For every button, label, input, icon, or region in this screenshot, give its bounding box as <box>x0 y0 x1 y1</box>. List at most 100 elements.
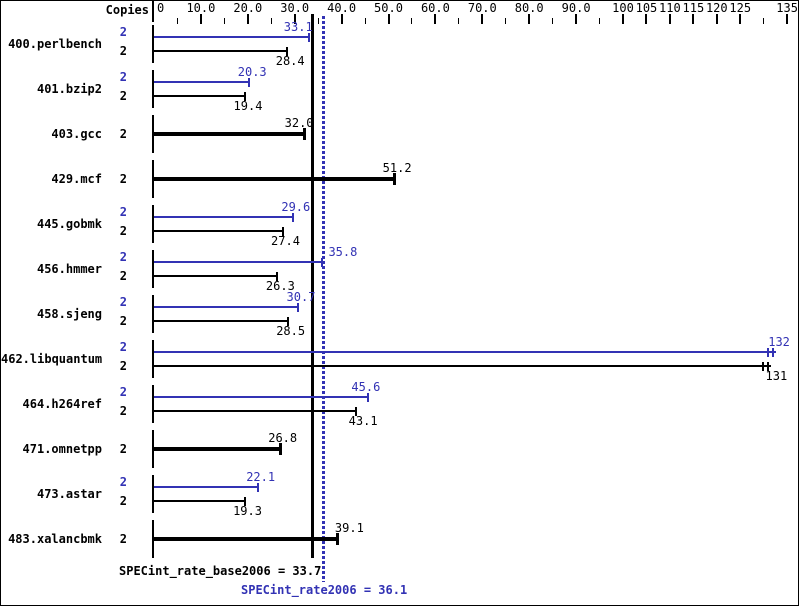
copies-value: 2 <box>119 44 127 58</box>
bar-peak <box>154 36 310 38</box>
row-axis-segment <box>152 25 154 63</box>
row-axis-segment <box>152 250 154 288</box>
benchmark-label: 471.omnetpp <box>22 442 102 456</box>
bar-end-cap <box>366 393 369 402</box>
axis-major-tick <box>340 14 343 24</box>
bar-peak <box>154 216 293 218</box>
benchmark-label: 403.gcc <box>51 127 102 141</box>
copies-value: 2 <box>119 172 127 186</box>
axis-major-tick <box>434 14 437 24</box>
bar-value-label: 26.8 <box>268 431 298 445</box>
copies-value: 2 <box>119 442 127 456</box>
axis-major-tick <box>786 14 789 24</box>
axis-minor-tick <box>223 18 225 24</box>
axis-minor-tick <box>270 18 272 24</box>
bar-base-single <box>154 537 338 541</box>
bar-value-label: 45.6 <box>351 380 381 394</box>
bar-end-cap <box>767 348 770 357</box>
bar-end-cap <box>243 497 246 506</box>
bar-value-label: 35.8 <box>328 245 358 259</box>
axis-tick-label: 70.0 <box>467 1 497 15</box>
bar-end-cap <box>281 227 284 236</box>
benchmark-label: 483.xalancbmk <box>8 532 102 546</box>
bar-base <box>154 365 772 367</box>
copies-value: 2 <box>119 250 127 264</box>
copies-value: 2 <box>119 494 127 508</box>
bar-value-label: 19.3 <box>233 504 262 518</box>
copies-value: 2 <box>119 340 127 354</box>
axis-major-tick <box>293 14 296 24</box>
copies-value: 2 <box>119 295 127 309</box>
row-axis-segment <box>152 430 154 468</box>
axis-tick-label: 20.0 <box>233 1 263 15</box>
copies-value: 2 <box>119 70 127 84</box>
copies-value: 2 <box>119 359 127 373</box>
axis-minor-tick <box>599 18 601 24</box>
copies-value: 2 <box>119 205 127 219</box>
axis-minor-tick <box>458 18 460 24</box>
row-axis-segment <box>152 475 154 513</box>
bar-base <box>154 275 278 277</box>
axis-minor-tick <box>552 18 554 24</box>
bar-end-cap <box>276 272 279 281</box>
bar-base <box>154 410 357 412</box>
axis-tick-label: 0 <box>157 1 165 15</box>
axis-major-tick <box>528 14 531 24</box>
bar-value-label: 32.0 <box>284 116 314 130</box>
bar-end-cap <box>320 258 323 267</box>
bar-base-single <box>154 447 280 451</box>
row-axis-segment <box>152 160 154 198</box>
axis-tick-label: 80.0 <box>514 1 544 15</box>
axis-tick-label: 40.0 <box>327 1 357 15</box>
row-axis-segment <box>152 115 154 153</box>
bar-base <box>154 500 245 502</box>
bar-peak <box>154 81 250 83</box>
bar-value-label: 22.1 <box>246 470 276 484</box>
axis-tick-label: 100 <box>612 1 634 15</box>
bar-end-cap <box>772 348 775 357</box>
copies-value: 2 <box>119 269 127 283</box>
bar-value-label: 132 <box>768 335 790 349</box>
row-axis-segment <box>152 520 154 558</box>
copies-value: 2 <box>119 532 127 546</box>
bar-value-label: 29.6 <box>281 200 311 214</box>
axis-tick-label: 110 <box>659 1 681 15</box>
bar-end-cap <box>286 317 289 326</box>
axis-minor-tick <box>411 18 413 24</box>
copies-value: 2 <box>119 89 127 103</box>
bar-end-cap <box>286 47 289 56</box>
bar-base-single <box>154 177 395 181</box>
bar-peak <box>154 351 777 353</box>
bar-value-label: 30.7 <box>286 290 316 304</box>
bar-value-label: 20.3 <box>237 65 267 79</box>
row-axis-segment <box>152 205 154 243</box>
axis-minor-tick <box>364 18 366 24</box>
row-axis-segment <box>152 340 154 378</box>
summary-base-result: SPECint_rate_base2006 = 33.7 <box>119 564 322 578</box>
axis-tick-label: 105 <box>635 1 658 15</box>
benchmark-label: 445.gobmk <box>36 217 102 231</box>
bar-end-cap <box>248 78 251 87</box>
bar-peak <box>154 396 368 398</box>
axis-major-tick <box>387 14 390 24</box>
bar-end-cap <box>278 443 282 455</box>
bar-base <box>154 95 245 97</box>
benchmark-label: 464.h264ref <box>22 397 102 411</box>
axis-major-tick <box>622 14 624 24</box>
copies-value: 2 <box>119 404 127 418</box>
axis-major-tick <box>246 14 249 24</box>
axis-major-tick <box>481 14 484 24</box>
bar-base <box>154 50 288 52</box>
bar-end-cap <box>303 128 307 140</box>
axis-tick-label: 50.0 <box>374 1 403 15</box>
bar-peak <box>154 306 298 308</box>
axis-minor-tick <box>176 18 178 24</box>
bar-value-label: 27.4 <box>271 234 300 248</box>
bar-end-cap <box>256 483 259 492</box>
summary-peak-result: SPECint_rate2006 = 36.1 <box>241 583 408 597</box>
bar-end-cap <box>308 33 311 42</box>
axis-minor-tick <box>505 18 507 24</box>
row-axis-segment <box>152 70 154 108</box>
axis-major-tick <box>645 14 648 24</box>
